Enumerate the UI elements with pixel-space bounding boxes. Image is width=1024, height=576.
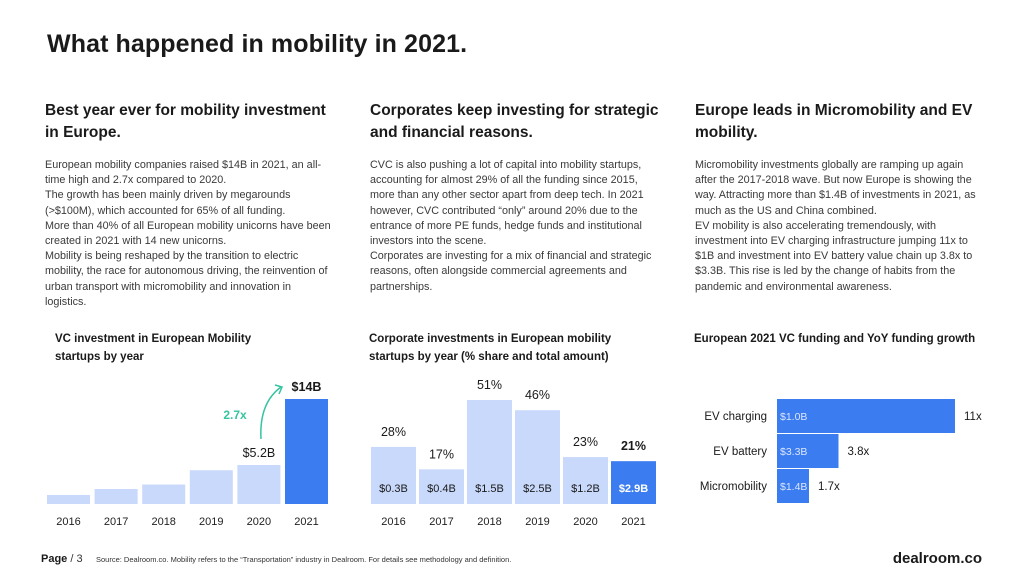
chart2-share-label-2021: 21% [621,439,646,453]
chart2-xtick-2016: 2016 [381,516,405,528]
page-title: What happened in mobility in 2021. [47,30,468,58]
body-line: EV mobility is also accelerating tremend… [695,219,973,293]
chart1-data-label-2021: $14B [292,380,322,394]
chart1-growth-arrow [260,386,282,440]
chart2-share-label-2017: 17% [429,447,454,461]
body-line: CVC is also pushing a lot of capital int… [370,159,644,248]
chart1-data-label-2020: $5.2B [243,446,276,460]
body-line: More than 40% of all European mobility u… [45,219,331,248]
chart2-amount-label-2021: $2.9B [619,483,648,495]
chart1-xtick-2017: 2017 [104,516,128,528]
chart2-bar-2019 [515,410,560,504]
chart2-share-label-2018: 51% [477,378,502,392]
chart1-bar-2017 [94,489,138,504]
chart1-xtick-2021: 2021 [294,516,318,528]
chart2-bar-2021 [611,461,656,504]
chart1-xtick-2016: 2016 [56,516,80,528]
chart3-growth-label-ev-battery: 3.8x [847,446,869,458]
chart3-title: European 2021 VC funding and YoY funding… [694,333,976,345]
chart1-growth-arrowhead [274,384,284,395]
chart3-value-label-micromobility: $1.4B [780,481,807,493]
chart1-bar-2019 [189,470,233,504]
chart1-bar-2021 [285,399,328,504]
chart3-value-label-ev-battery: $3.3B [780,446,807,458]
column-heading: Corporates keep investing for strategic … [370,102,659,141]
column-corporates: Corporates keep investing for strategic … [370,100,660,295]
chart3-bar-micromobility [777,469,809,503]
body-line: European mobility companies raised $14B … [45,159,322,187]
source-note: Source: Dealroom.co. Mobility refers to … [96,555,512,564]
chart2-xtick-2020: 2020 [573,516,597,528]
chart1-growth-annotation: 2.7x [223,408,247,422]
chart2-bar-2017 [419,469,464,504]
chart2-amount-label-2017: $0.4B [427,483,456,495]
chart3-growth-label-ev-charging: 11x [964,411,982,423]
chart3-category-label-ev-charging: EV charging [704,411,767,423]
chart1-title: VC investment in European Mobility start… [55,333,252,363]
page-indicator: Page / 3 [41,553,83,565]
chart1-xtick-2019: 2019 [199,516,223,528]
chart3-category-label-ev-battery: EV battery [713,446,767,458]
column-europe-funding: Best year ever for mobility investment i… [45,100,335,310]
chart3-value-label-ev-charging: $1.0B [780,411,807,423]
column-body: European mobility companies raised $14B … [45,158,335,310]
body-line: Mobility is being reshaped by the transi… [45,250,328,308]
chart2-share-label-2016: 28% [381,425,406,439]
column-heading: Best year ever for mobility investment i… [45,102,326,141]
chart2-amount-label-2016: $0.3B [379,483,408,495]
page-number: / 3 [70,553,83,565]
chart1-bar-2018 [142,484,186,504]
page-label: Page [41,553,68,565]
chart2-xtick-2021: 2021 [621,516,645,528]
brand-logo[interactable]: dealroom.co [892,550,982,567]
chart2-title: Corporate investments in European mobili… [369,333,612,363]
chart2-xtick-2018: 2018 [477,516,501,528]
chart2-bar-2020 [563,457,608,504]
column-heading: Europe leads in Micromobility and EV mob… [695,102,973,141]
chart2-bar-2018 [467,400,512,504]
chart3-growth-label-micromobility: 1.7x [818,481,840,493]
chart2-xtick-2019: 2019 [525,516,549,528]
column-micromobility-ev: Europe leads in Micromobility and EV mob… [695,100,985,295]
chart2-share-label-2020: 23% [573,435,598,449]
body-line: Corporates are investing for a mix of fi… [370,250,652,293]
chart1-bar-2016 [47,495,90,504]
chart3-bar-ev-battery [777,434,839,468]
body-line: Micromobility investments globally are r… [695,159,976,217]
chart2-amount-label-2019: $2.5B [523,483,552,495]
chart2-share-label-2019: 46% [525,388,550,402]
column-body: CVC is also pushing a lot of capital int… [370,158,660,295]
chart2-xtick-2017: 2017 [429,516,453,528]
chart2-amount-label-2018: $1.5B [475,483,504,495]
chart3-category-label-micromobility: Micromobility [700,481,767,493]
chart1-xtick-2020: 2020 [247,516,271,528]
chart3-bar-ev-charging [777,399,955,433]
chart2-bar-2016 [371,446,416,504]
chart1-xtick-2018: 2018 [151,516,175,528]
chart2-amount-label-2020: $1.2B [571,483,600,495]
chart1-bar-2020 [237,465,281,504]
column-body: Micromobility investments globally are r… [695,158,985,295]
body-line: The growth has been mainly driven by meg… [45,189,291,217]
